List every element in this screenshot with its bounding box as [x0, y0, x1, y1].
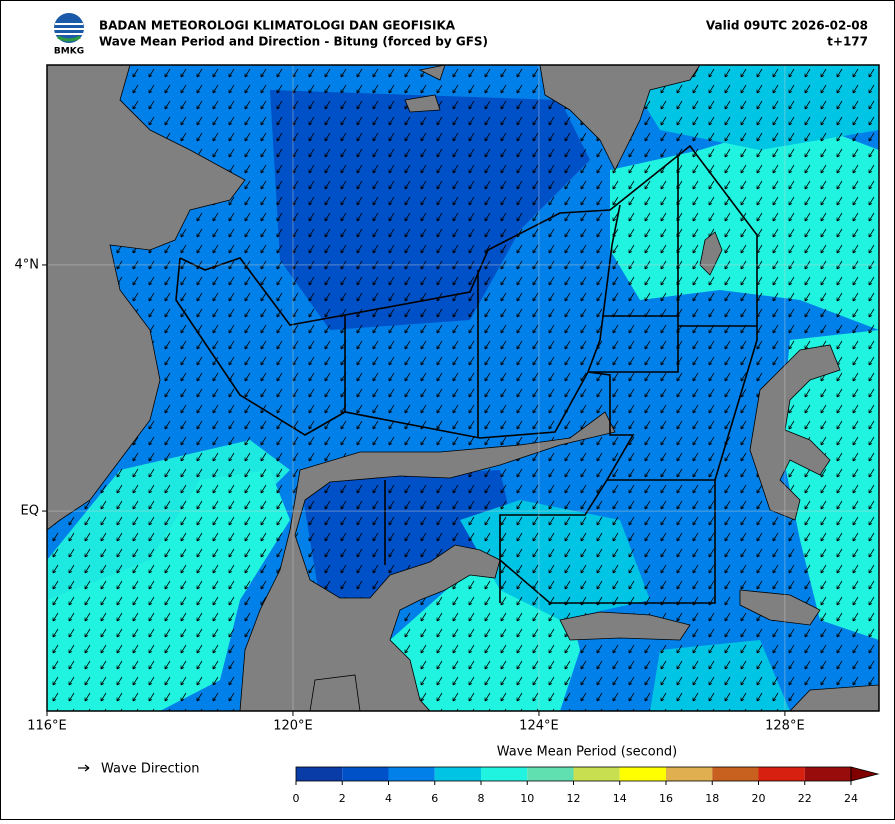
lead-time: t+177 [827, 35, 868, 49]
y-tick-label: 4°N [15, 257, 40, 272]
colorbar-tick-label: 22 [798, 792, 812, 805]
colorbar-tick-label: 20 [752, 792, 766, 805]
colorbar-tick-label: 4 [385, 792, 392, 805]
colorbar-tick-label: 14 [613, 792, 627, 805]
colorbar-segment [388, 767, 435, 781]
colorbar-label: Wave Mean Period (second) [497, 745, 678, 760]
map [47, 65, 879, 711]
x-tick-label: 128°E [765, 719, 805, 734]
colorbar-tick-label: 18 [705, 792, 719, 805]
legend-arrowhead [84, 764, 90, 772]
logo-text: BMKG [54, 47, 84, 57]
logo: BMKG [54, 13, 84, 57]
colorbar-tick-label: 16 [659, 792, 673, 805]
valid-time: Valid 09UTC 2026-02-08 [706, 19, 868, 33]
colorbar-segment [619, 767, 666, 781]
colorbar-segment [296, 767, 343, 781]
colorbar-tick-label: 12 [567, 792, 581, 805]
colorbar-segment [573, 767, 620, 781]
colorbar-segment [666, 767, 713, 781]
map-frame [46, 64, 880, 712]
colorbar-tick-label: 8 [478, 792, 485, 805]
colorbar-segment [758, 767, 805, 781]
colorbar-tick-label: 6 [431, 792, 438, 805]
chart-title: Wave Mean Period and Direction - Bitung … [99, 35, 488, 49]
legend-label: Wave Direction [101, 762, 200, 777]
x-tick-label: 124°E [519, 719, 559, 734]
org-name: BADAN METEOROLOGI KLIMATOLOGI DAN GEOFIS… [99, 19, 456, 33]
colorbar-tick-label: 2 [339, 792, 346, 805]
x-tick-label: 116°E [27, 719, 67, 734]
colorbar-segment [804, 767, 851, 781]
y-tick-label: EQ [21, 504, 39, 519]
colorbar-segment [481, 767, 528, 781]
colorbar-segment [434, 767, 481, 781]
colorbar-segment [712, 767, 759, 781]
colorbar-tick-label: 0 [293, 792, 300, 805]
colorbar-tick-label: 10 [520, 792, 534, 805]
colorbar-segment [527, 767, 574, 781]
colorbar-tick-label: 24 [844, 792, 858, 805]
x-tick-label: 120°E [273, 719, 313, 734]
colorbar-segment [342, 767, 389, 781]
